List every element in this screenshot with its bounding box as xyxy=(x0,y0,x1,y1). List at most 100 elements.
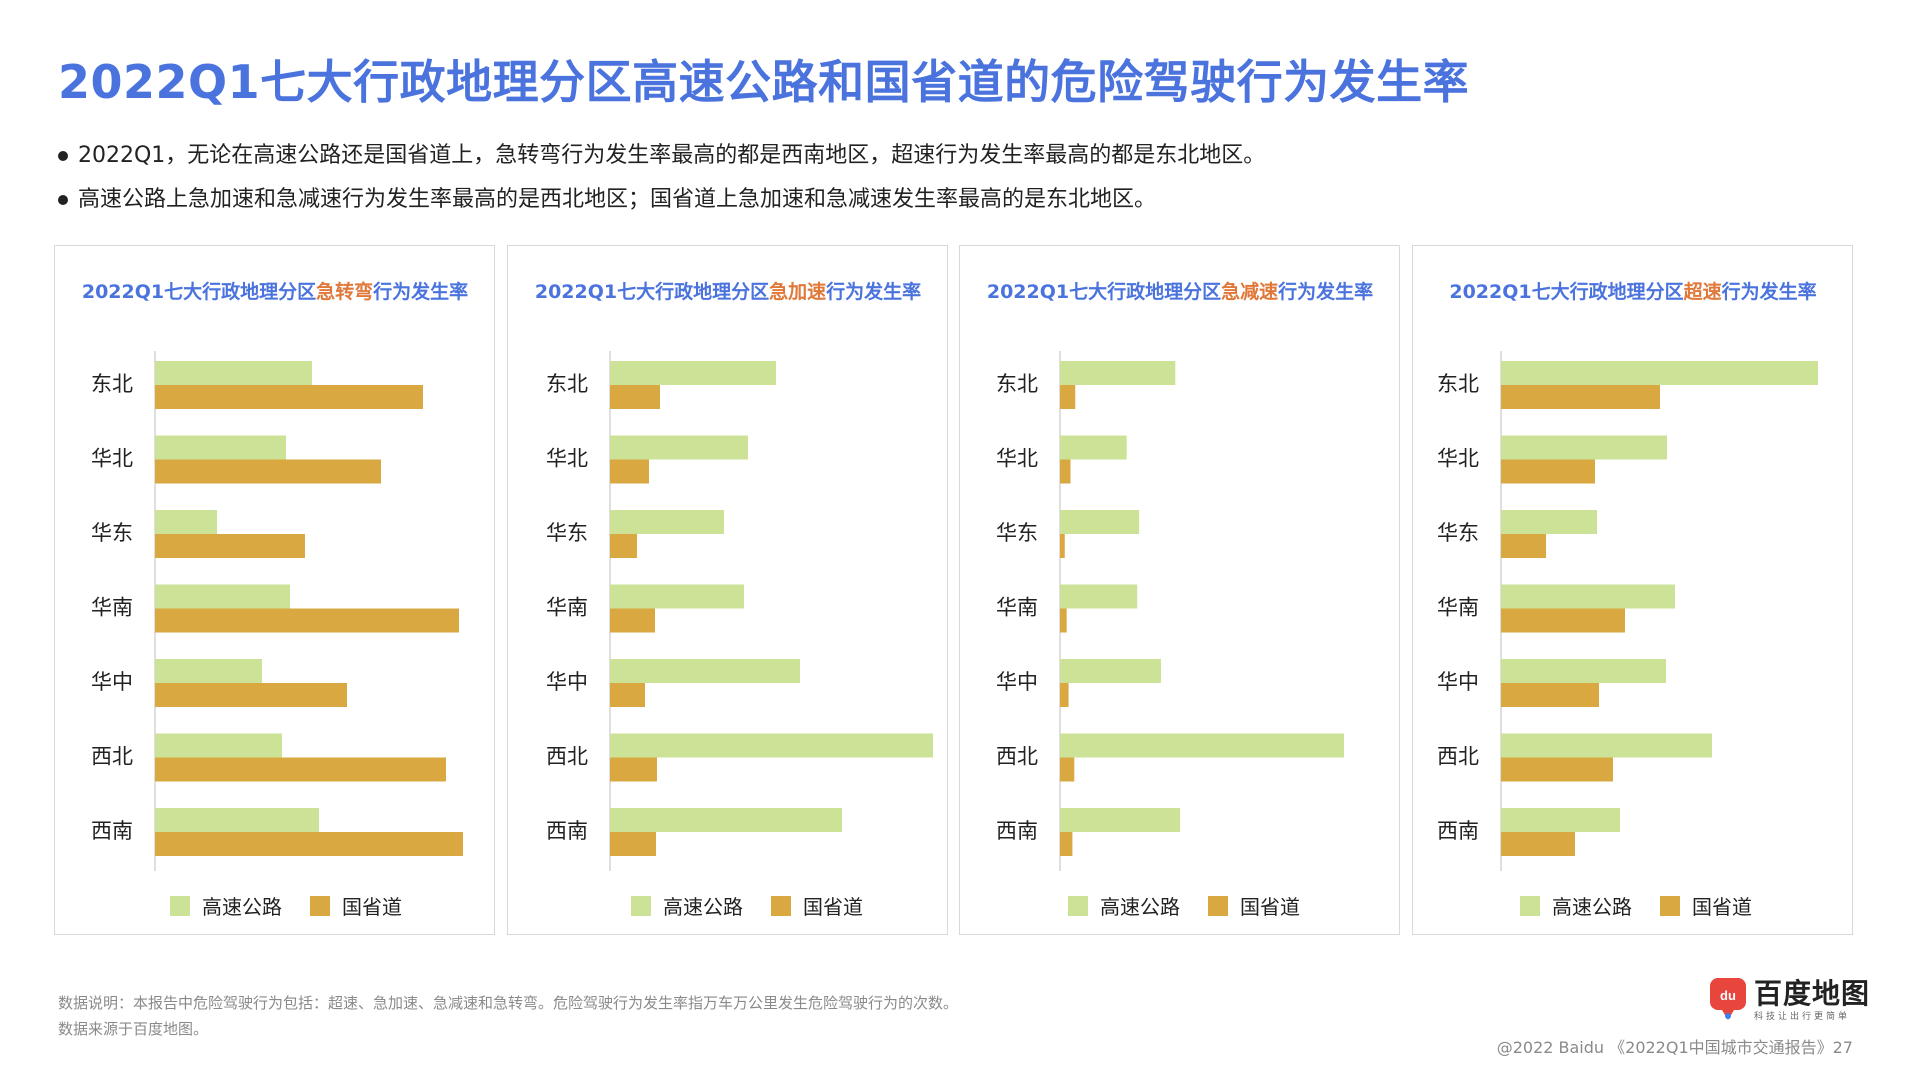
bar-highway xyxy=(155,584,290,609)
chart-panel-rapid-deceleration: 2022Q1七大行政地理分区急减速行为发生率 东北 华北 华东 华南 华中 西北 西南 高速公路… xyxy=(959,245,1400,935)
bar-national-road xyxy=(155,608,459,633)
chart-title: 2022Q1七大行政地理分区急加速行为发生率 xyxy=(535,280,921,303)
legend-label: 高速公路 xyxy=(1552,895,1632,919)
legend-swatch-highway xyxy=(631,896,651,916)
category-label: 东北 xyxy=(1437,372,1479,396)
summary-bullets: 2022Q1，无论在高速公路还是国省道上，急转弯行为发生率最高的都是西南地区，超… xyxy=(58,134,1265,222)
category-label: 华东 xyxy=(1437,521,1479,545)
bar-highway xyxy=(1060,361,1176,385)
bullet-dot-icon xyxy=(58,151,68,161)
category-label: 华中 xyxy=(91,670,133,694)
bar-highway xyxy=(610,584,744,609)
category-label: 西北 xyxy=(1437,745,1479,769)
bar-highway xyxy=(155,808,319,832)
bar-highway xyxy=(155,435,286,460)
logo-slogan: 科技让出行更简单 xyxy=(1754,1011,1851,1022)
category-label: 华北 xyxy=(996,447,1038,471)
bar-national-road xyxy=(1060,757,1075,782)
bar-highway xyxy=(155,659,262,683)
summary-bullet-text: 高速公路上急加速和急减速行为发生率最高的是西北地区；国省道上急加速和急减速发生率… xyxy=(78,187,1157,212)
logo-name: 百度地图 xyxy=(1754,976,1871,1010)
bar-national-road xyxy=(155,683,347,707)
bar-national-road xyxy=(610,757,657,782)
bar-highway xyxy=(610,435,748,460)
bar-national-road xyxy=(1060,832,1073,856)
legend-swatch-national-road xyxy=(1660,896,1680,916)
bar-highway xyxy=(1501,361,1818,385)
data-note-definition: 数据说明：本报告中危险驾驶行为包括：超速、急加速、急减速和急转弯。危险驾驶行为发… xyxy=(58,994,959,1012)
legend-label: 国省道 xyxy=(1240,895,1300,919)
category-label: 华南 xyxy=(996,596,1038,620)
legend-swatch-national-road xyxy=(1208,896,1228,916)
bar-highway xyxy=(1060,510,1140,534)
bar-highway xyxy=(155,361,312,385)
bar-national-road xyxy=(610,832,656,856)
chart-svg: 2022Q1七大行政地理分区急转弯行为发生率东北华北华东华南华中西北西南高速公路… xyxy=(82,280,468,919)
bar-national-road xyxy=(1060,459,1071,484)
legend-label: 高速公路 xyxy=(202,895,282,919)
category-label: 东北 xyxy=(91,372,133,396)
bar-national-road xyxy=(155,385,423,409)
bar-national-road xyxy=(155,757,446,782)
category-label: 华中 xyxy=(1437,670,1479,694)
bar-national-road xyxy=(610,534,637,558)
bar-national-road xyxy=(1060,608,1067,633)
summary-bullet-text: 2022Q1，无论在高速公路还是国省道上，急转弯行为发生率最高的都是西南地区，超… xyxy=(78,143,1266,168)
bar-highway xyxy=(1501,659,1666,683)
legend-swatch-national-road xyxy=(771,896,791,916)
bar-highway xyxy=(1060,584,1138,609)
category-label: 华东 xyxy=(546,521,588,545)
legend-swatch-highway xyxy=(170,896,190,916)
category-label: 华南 xyxy=(1437,596,1479,620)
bar-highway xyxy=(1501,510,1597,534)
chart-svg: 2022Q1七大行政地理分区急减速行为发生率东北华北华东华南华中西北西南高速公路… xyxy=(987,280,1373,919)
bar-national-road xyxy=(610,459,649,484)
bar-highway xyxy=(1501,808,1620,832)
bar-highway xyxy=(155,733,282,758)
category-label: 东北 xyxy=(996,372,1038,396)
bar-national-road xyxy=(1060,683,1069,707)
legend-label: 高速公路 xyxy=(1100,895,1180,919)
bar-highway xyxy=(610,361,776,385)
category-label: 西北 xyxy=(91,745,133,769)
baidu-map-logo: du 百度地图 科技让出行更简单 xyxy=(1708,976,1870,1024)
bar-national-road xyxy=(1501,832,1575,856)
category-label: 西北 xyxy=(996,745,1038,769)
category-label: 西南 xyxy=(91,819,133,843)
chart-panel-speeding: 2022Q1七大行政地理分区超速行为发生率 东北 华北 华东 华南 华中 西北 西南 高速公路 国… xyxy=(1412,245,1853,935)
category-label: 华南 xyxy=(546,596,588,620)
category-label: 华北 xyxy=(91,447,133,471)
bar-national-road xyxy=(1501,757,1613,782)
bar-national-road xyxy=(1501,608,1625,633)
legend-label: 国省道 xyxy=(1692,895,1752,919)
chart-title: 2022Q1七大行政地理分区急减速行为发生率 xyxy=(987,280,1373,303)
bar-highway xyxy=(1060,435,1127,460)
bar-national-road xyxy=(1501,534,1546,558)
chart-panel-rapid-acceleration: 2022Q1七大行政地理分区急加速行为发生率 东北 华北 华东 华南 华中 西北 西南 高速公路… xyxy=(507,245,948,935)
bar-highway xyxy=(155,510,217,534)
category-label: 东北 xyxy=(546,372,588,396)
bar-national-road xyxy=(155,459,381,484)
bar-highway xyxy=(1060,659,1162,683)
bar-highway xyxy=(1060,808,1181,832)
bullet-dot-icon xyxy=(58,195,68,205)
legend-swatch-national-road xyxy=(310,896,330,916)
bar-highway xyxy=(610,733,933,758)
category-label: 华中 xyxy=(996,670,1038,694)
page-title: 2022Q1七大行政地理分区高速公路和国省道的危险驾驶行为发生率 xyxy=(58,55,1470,109)
legend-swatch-highway xyxy=(1520,896,1540,916)
bar-highway xyxy=(1060,733,1345,758)
legend-label: 国省道 xyxy=(803,895,863,919)
legend-label: 国省道 xyxy=(342,895,402,919)
data-note-source: 数据来源于百度地图。 xyxy=(58,1020,209,1038)
category-label: 华北 xyxy=(546,447,588,471)
category-label: 华北 xyxy=(1437,447,1479,471)
chart-svg: 2022Q1七大行政地理分区急加速行为发生率东北华北华东华南华中西北西南高速公路… xyxy=(535,280,933,919)
legend-label: 高速公路 xyxy=(663,895,743,919)
bar-highway xyxy=(1501,733,1712,758)
bar-national-road xyxy=(155,534,305,558)
category-label: 华东 xyxy=(996,521,1038,545)
category-label: 西北 xyxy=(546,745,588,769)
category-label: 华东 xyxy=(91,521,133,545)
